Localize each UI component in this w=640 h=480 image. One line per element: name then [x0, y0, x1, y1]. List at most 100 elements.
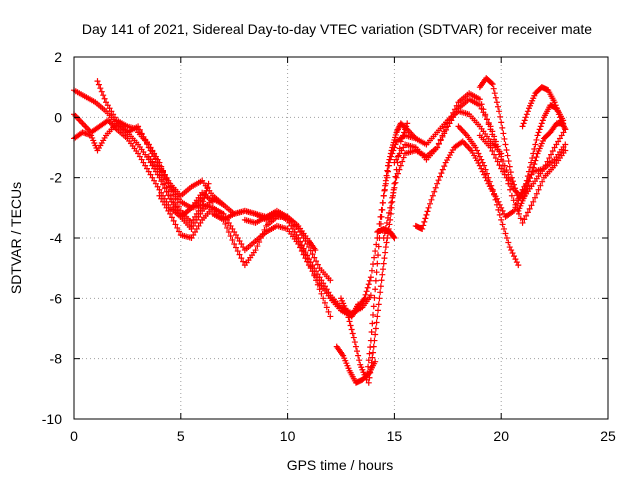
data-point: [506, 244, 513, 251]
data-point: [240, 244, 247, 251]
data-point: [170, 199, 177, 206]
data-point: [511, 253, 518, 260]
data-point: [318, 277, 325, 284]
data-point: [149, 174, 156, 181]
data-point: [532, 141, 539, 148]
data-point: [501, 171, 508, 178]
data-point: [195, 222, 202, 229]
data-point: [391, 159, 398, 166]
data-point: [479, 159, 486, 166]
data-point: [382, 180, 389, 187]
data-point: [373, 241, 380, 248]
data-point: [434, 144, 441, 151]
data-point: [305, 256, 312, 263]
data-point: [389, 150, 396, 157]
data-point: [307, 247, 314, 254]
data-point: [394, 170, 401, 177]
data-point: [284, 216, 291, 223]
data-point: [390, 233, 397, 240]
data-point: [502, 230, 509, 237]
data-point: [168, 196, 175, 203]
data-point: [252, 247, 259, 254]
y-tick-label: -8: [50, 351, 63, 367]
data-point: [504, 152, 511, 159]
data-point: [391, 235, 398, 241]
data-point: [512, 204, 519, 211]
data-point: [502, 141, 509, 148]
data-point: [158, 172, 165, 179]
data-point: [344, 310, 351, 317]
data-point: [524, 182, 531, 189]
data-point: [554, 108, 561, 115]
data-point: [497, 113, 504, 120]
data-point: [304, 252, 311, 259]
y-tick-label: -10: [42, 411, 62, 427]
data-point: [190, 222, 197, 229]
data-point: [311, 265, 318, 272]
data-point: [372, 277, 379, 284]
data-point: [560, 129, 567, 136]
data-point: [398, 147, 405, 154]
data-point: [546, 155, 553, 162]
data-point: [293, 231, 300, 238]
data-point: [522, 114, 529, 121]
data-point: [149, 148, 156, 155]
data-point: [98, 88, 105, 95]
data-point: [373, 319, 380, 326]
data-point: [382, 244, 389, 251]
data-point: [363, 288, 370, 295]
data-point: [501, 225, 508, 232]
x-tick-label: 15: [387, 428, 403, 444]
data-point: [138, 156, 145, 163]
data-point: [532, 157, 539, 164]
data-point: [95, 81, 102, 88]
data-series: [374, 225, 398, 241]
data-point: [523, 212, 530, 219]
data-point: [374, 235, 381, 241]
data-point: [392, 173, 399, 180]
data-point: [383, 239, 390, 246]
data-point: [472, 144, 479, 151]
data-point: [378, 206, 385, 213]
data-point: [488, 182, 495, 189]
data-point: [366, 374, 373, 381]
data-point: [496, 211, 503, 218]
data-point: [478, 156, 485, 163]
data-point: [195, 213, 202, 220]
data-point: [377, 283, 384, 290]
data-point: [478, 165, 485, 172]
data-point: [513, 188, 520, 195]
data-point: [444, 120, 451, 127]
data-point: [100, 92, 107, 99]
data-point: [428, 196, 435, 203]
data-point: [108, 108, 115, 115]
data-point: [558, 132, 565, 139]
data-point: [205, 180, 212, 187]
data-point: [370, 261, 377, 268]
data-point: [499, 124, 506, 131]
data-point: [238, 255, 245, 262]
data-point: [383, 174, 390, 181]
data-point: [101, 95, 108, 102]
data-point: [480, 106, 487, 113]
data-point: [525, 178, 532, 185]
data-point: [391, 144, 398, 151]
data-point: [508, 192, 515, 199]
x-tick-label: 25: [600, 428, 616, 444]
data-point: [314, 271, 321, 278]
data-point: [476, 96, 483, 103]
data-point: [540, 165, 547, 172]
data-point: [490, 85, 497, 92]
data-point: [375, 307, 382, 314]
data-point: [227, 232, 234, 239]
data-point: [345, 314, 352, 321]
data-point: [393, 156, 400, 163]
data-point: [314, 261, 321, 268]
data-point: [366, 350, 373, 357]
data-point: [314, 281, 321, 288]
data-point: [145, 141, 152, 148]
data-point: [492, 196, 499, 203]
data-point: [384, 168, 391, 175]
data-point: [160, 198, 166, 205]
data-point: [170, 217, 177, 224]
